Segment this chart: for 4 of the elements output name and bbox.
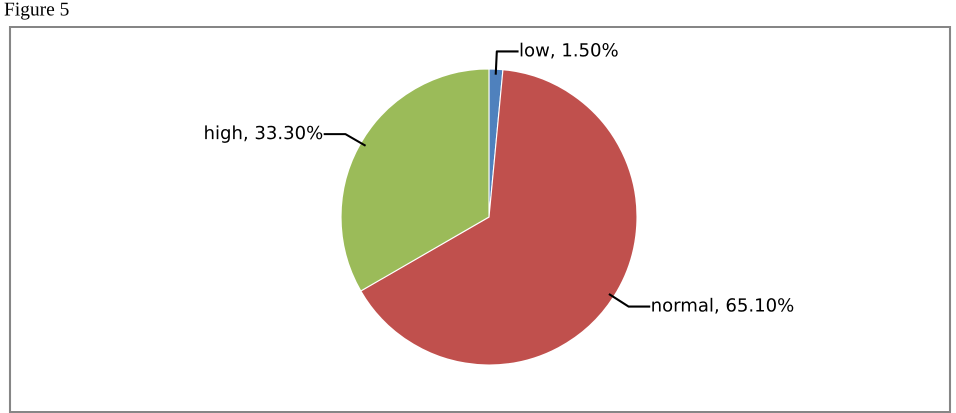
slice-label: low, 1.50% xyxy=(520,42,618,59)
caption: Figure 5 xyxy=(4,2,69,20)
slice-label: high, 33.30% xyxy=(205,125,322,143)
slice-label: normal, 65.10% xyxy=(652,298,794,314)
